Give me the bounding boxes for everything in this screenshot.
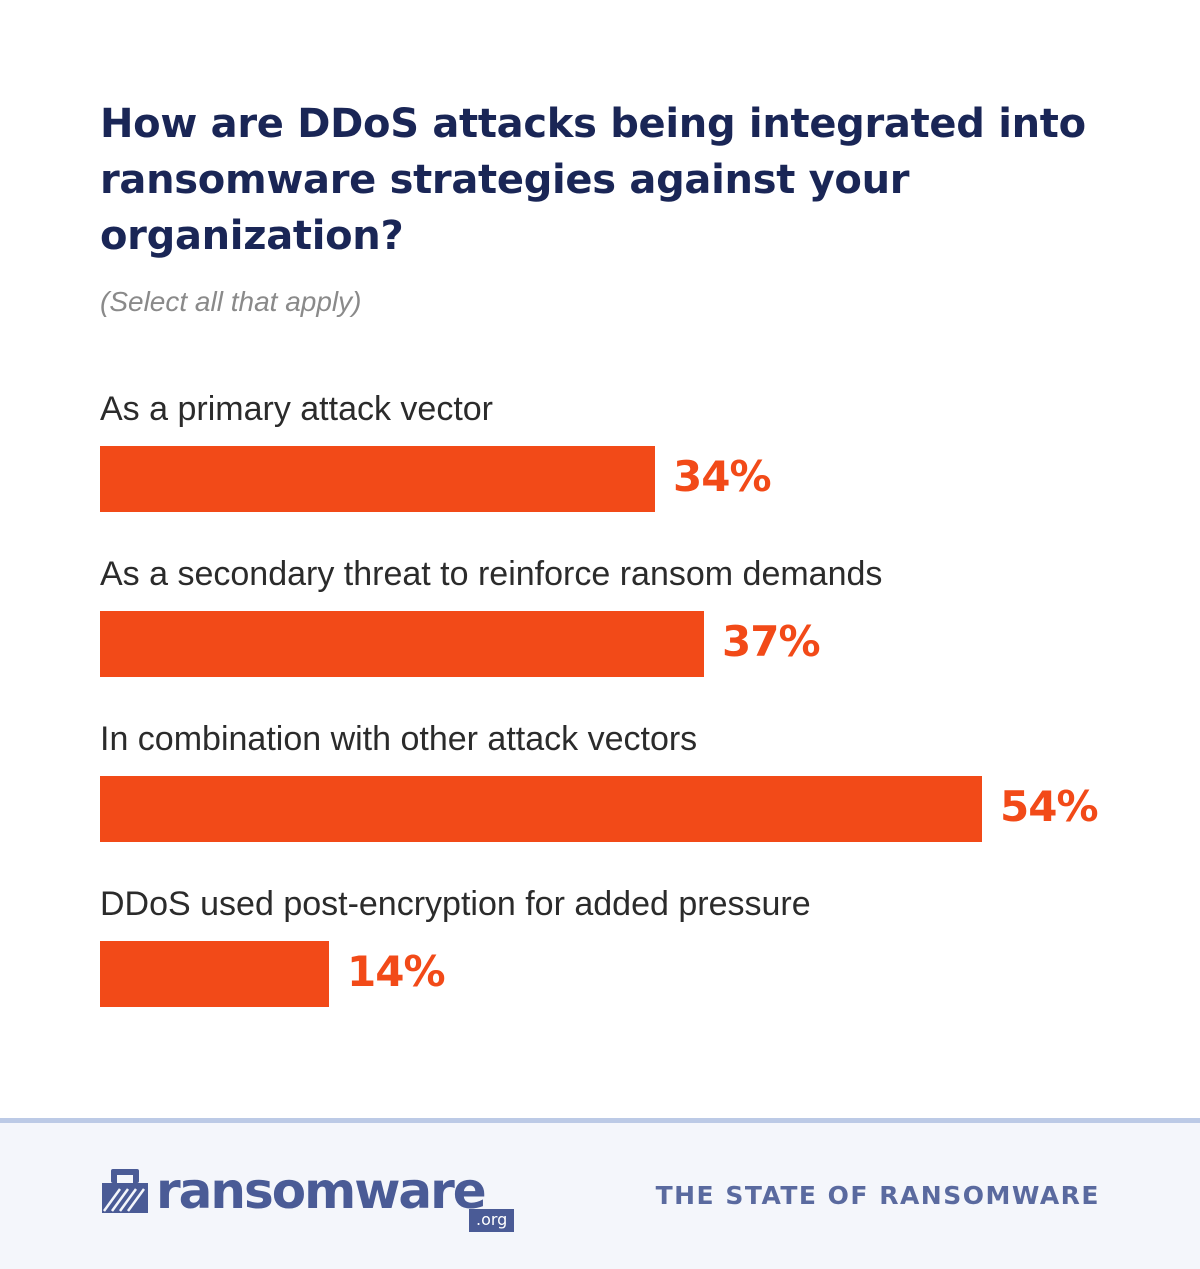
bar-row: As a primary attack vector 34%	[100, 390, 1140, 550]
bar-value-label: 34%	[673, 452, 772, 501]
padlock-icon	[102, 1169, 148, 1213]
logo-tld-badge: .org	[469, 1209, 515, 1232]
bar-row: DDoS used post-encryption for added pres…	[100, 885, 1140, 1045]
chart-title: How are DDoS attacks being integrated in…	[100, 101, 1086, 259]
ransomware-logo[interactable]: ransomware .org	[100, 1163, 520, 1235]
bar-value-label: 37%	[722, 617, 821, 666]
bar-value-label: 14%	[347, 947, 446, 996]
bar	[100, 941, 329, 1007]
bar-chart: As a primary attack vector 34% As a second…	[100, 390, 1140, 1030]
bar-value-label: 54%	[1000, 782, 1099, 831]
footer: ransomware .org THE STATE OF RANSOMWARE	[0, 1118, 1200, 1269]
bar	[100, 446, 655, 512]
bar-row: In combination with other attack vectors…	[100, 720, 1140, 880]
bar-row: As a secondary threat to reinforce ranso…	[100, 555, 1140, 715]
chart-subtitle: (Select all that apply)	[100, 286, 362, 317]
bar-label: As a secondary threat to reinforce ranso…	[100, 555, 883, 593]
report-name: THE STATE OF RANSOMWARE	[655, 1181, 1100, 1210]
bar-label: DDoS used post-encryption for added pres…	[100, 885, 811, 923]
logo-wordmark: ransomware	[156, 1162, 487, 1220]
bar-label: In combination with other attack vectors	[100, 720, 698, 758]
bar	[100, 776, 982, 842]
bar	[100, 611, 704, 677]
chart-card: How are DDoS attacks being integrated in…	[100, 101, 1140, 1030]
bar-label: As a primary attack vector	[100, 390, 494, 428]
